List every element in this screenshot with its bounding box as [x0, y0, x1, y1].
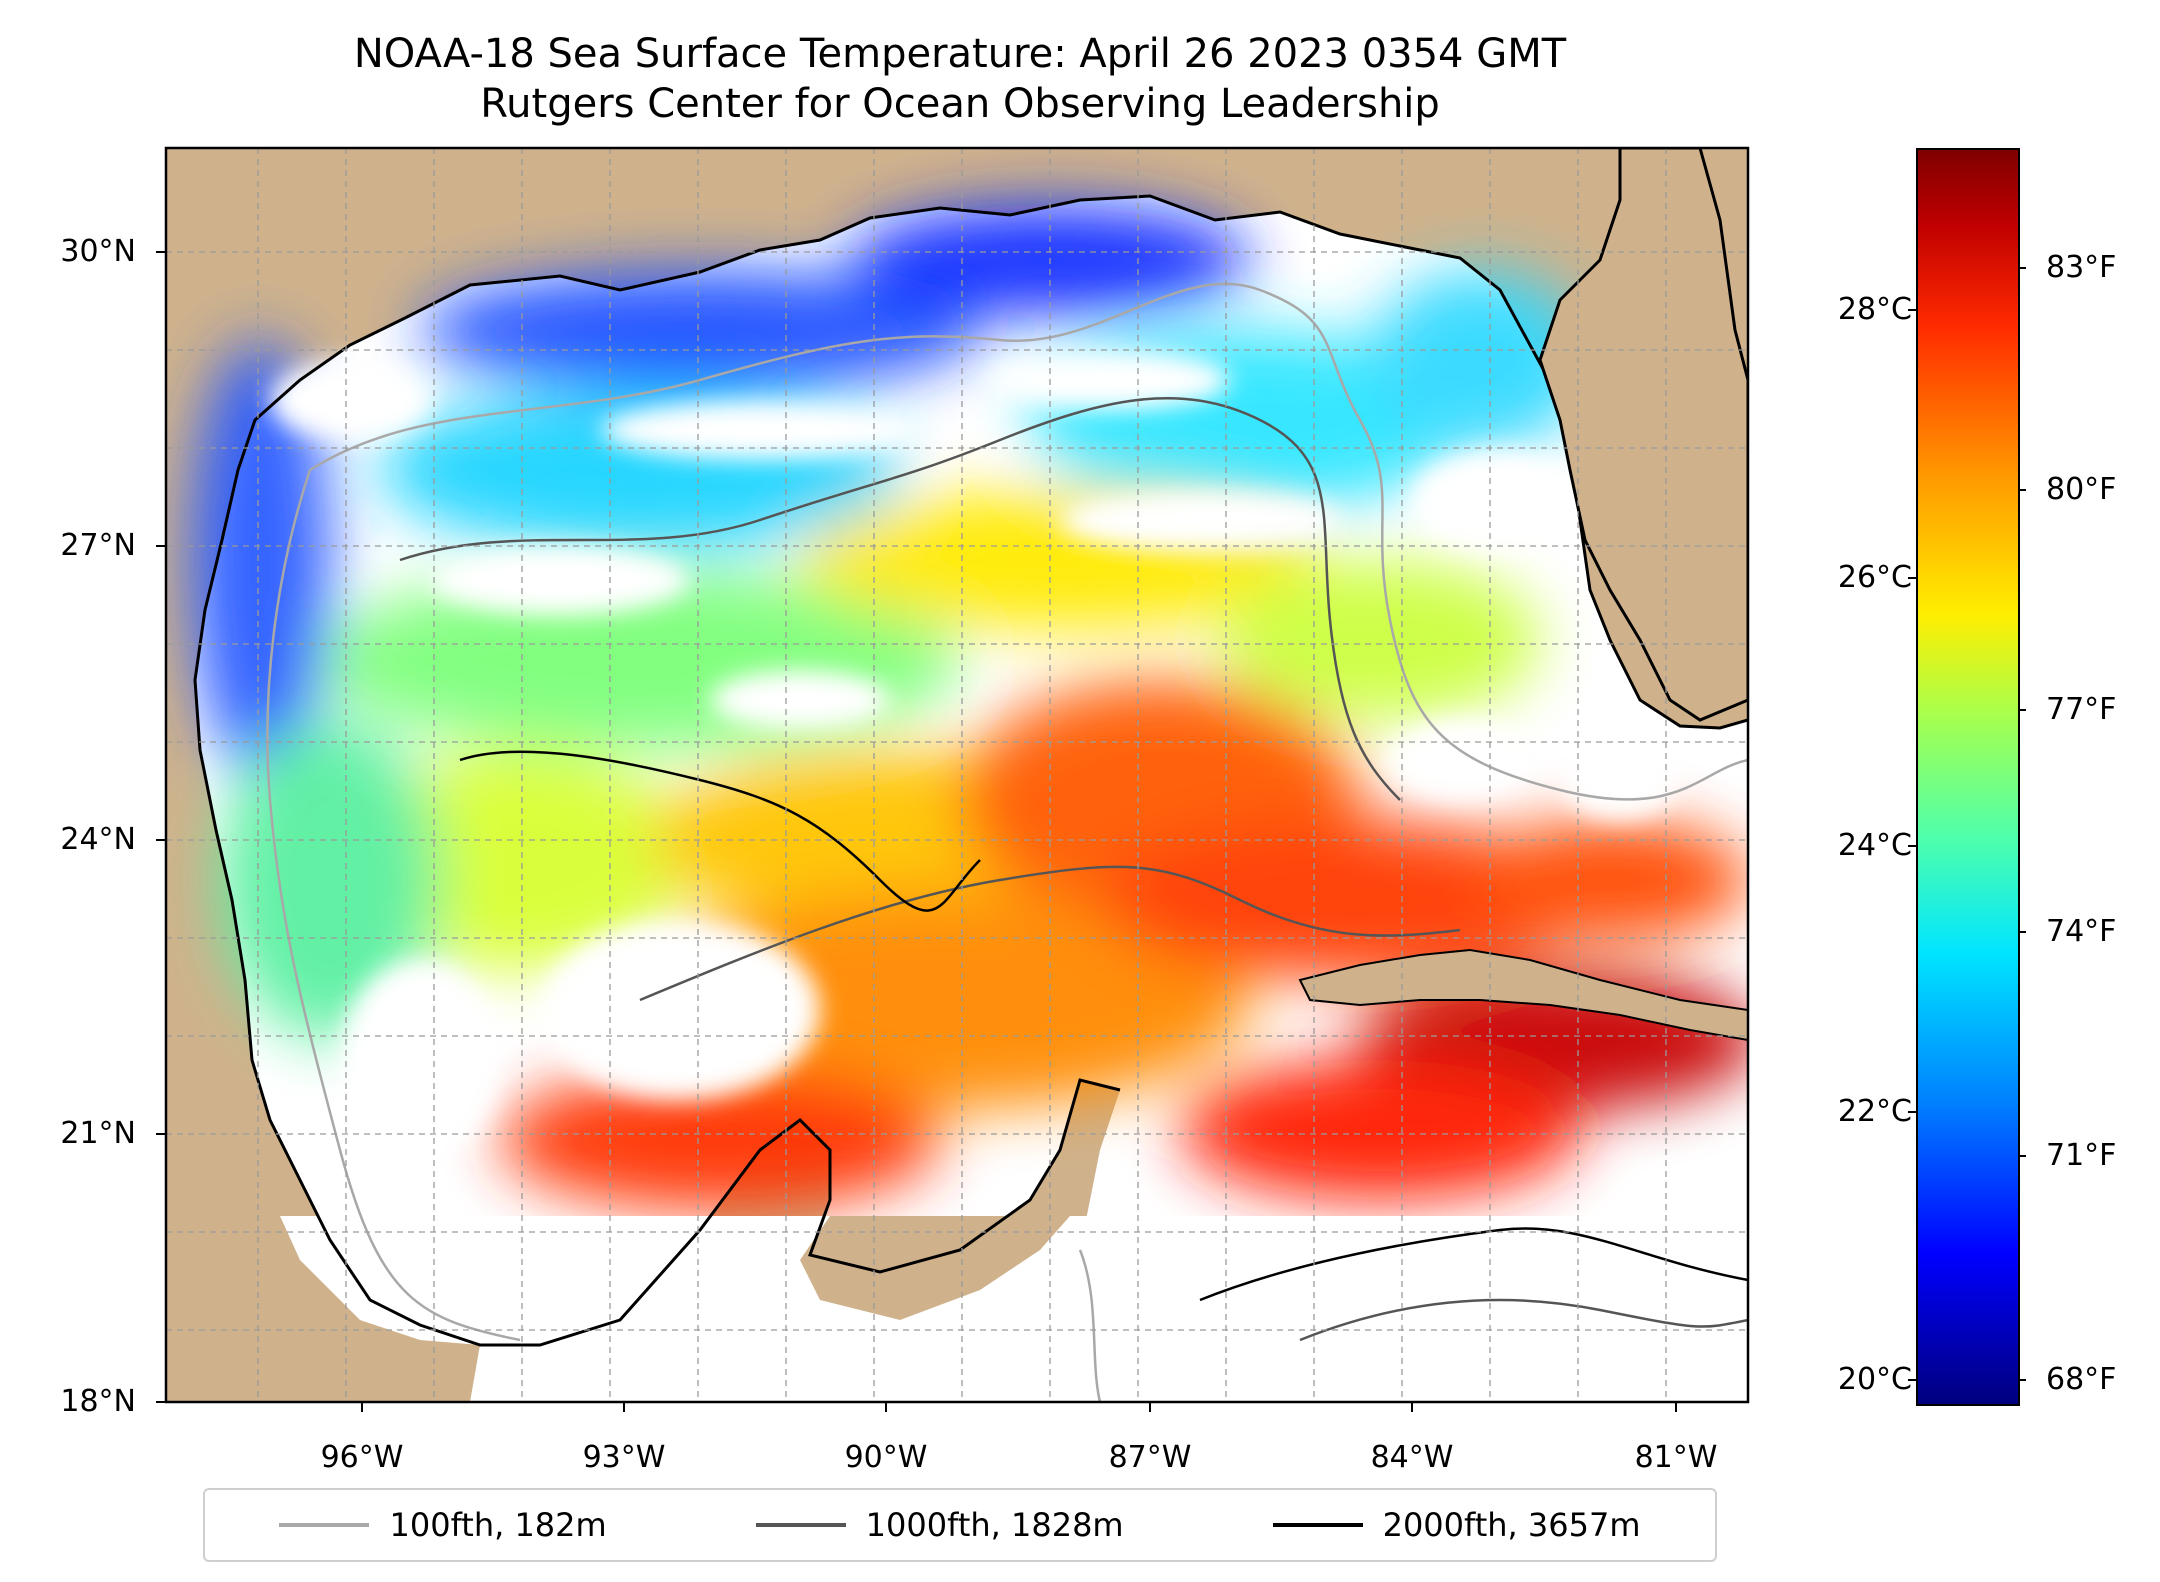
legend-label-1000fth: 1000fth, 1828m [865, 1506, 1124, 1544]
coastline-west [193, 316, 1121, 1347]
legend-line-2000fth [1272, 1523, 1363, 1527]
colorbar-label-80f: 80°F [2046, 472, 2117, 507]
lon-label-84w: 84°W [1370, 1440, 1454, 1475]
coastline [404, 194, 1748, 730]
legend-item-100fth: 100fth, 182m [279, 1506, 607, 1544]
mexico-coast-south [166, 1216, 480, 1402]
yucatan-land [800, 1216, 1070, 1320]
chart-subtitle: Rutgers Center for Ocean Observing Leade… [480, 81, 1440, 127]
chart-title: NOAA-18 Sea Surface Temperature: April 2… [353, 31, 1567, 77]
lat-label-27n: 27°N [60, 528, 136, 563]
legend-item-1000fth: 1000fth, 1828m [755, 1506, 1124, 1544]
colorbar [1916, 148, 2020, 1406]
lon-label-81w: 81°W [1634, 1440, 1718, 1475]
legend-label-2000fth: 2000fth, 3657m [1382, 1506, 1641, 1544]
cuba-land [1298, 948, 1748, 1042]
lon-label-87w: 87°W [1108, 1440, 1192, 1475]
colorbar-label-83f: 83°F [2046, 250, 2117, 285]
lat-label-24n: 24°N [60, 822, 136, 857]
colorbar-label-74f: 74°F [2046, 914, 2117, 949]
legend-line-100fth [279, 1523, 370, 1527]
lon-label-90w: 90°W [844, 1440, 928, 1475]
colorbar-label-71f: 71°F [2046, 1138, 2117, 1173]
lon-label-93w: 93°W [582, 1440, 666, 1475]
lat-label-21n: 21°N [60, 1116, 136, 1151]
colorbar-label-77f: 77°F [2046, 692, 2117, 727]
florida-land [1538, 148, 1748, 722]
legend-label-100fth: 100fth, 182m [389, 1506, 607, 1544]
gridlines [166, 148, 1748, 1402]
axis-ticks [156, 251, 2026, 1412]
colorbar-label-20c: 20°C [1837, 1362, 1912, 1397]
lon-label-96w: 96°W [320, 1440, 404, 1475]
colorbar-label-68f: 68°F [2046, 1362, 2117, 1397]
lat-label-30n: 30°N [60, 234, 136, 269]
colorbar-label-28c: 28°C [1837, 292, 1912, 327]
lat-label-18n: 18°N [60, 1384, 136, 1419]
map-frame [164, 146, 1750, 1404]
colorbar-label-24c: 24°C [1837, 828, 1912, 863]
legend-item-2000fth: 2000fth, 3657m [1272, 1506, 1641, 1544]
colorbar-label-22c: 22°C [1837, 1094, 1912, 1129]
colorbar-label-26c: 26°C [1837, 560, 1912, 595]
legend-line-1000fth [755, 1523, 846, 1527]
contour-legend: 100fth, 182m 1000fth, 1828m 2000fth, 365… [203, 1488, 1717, 1562]
